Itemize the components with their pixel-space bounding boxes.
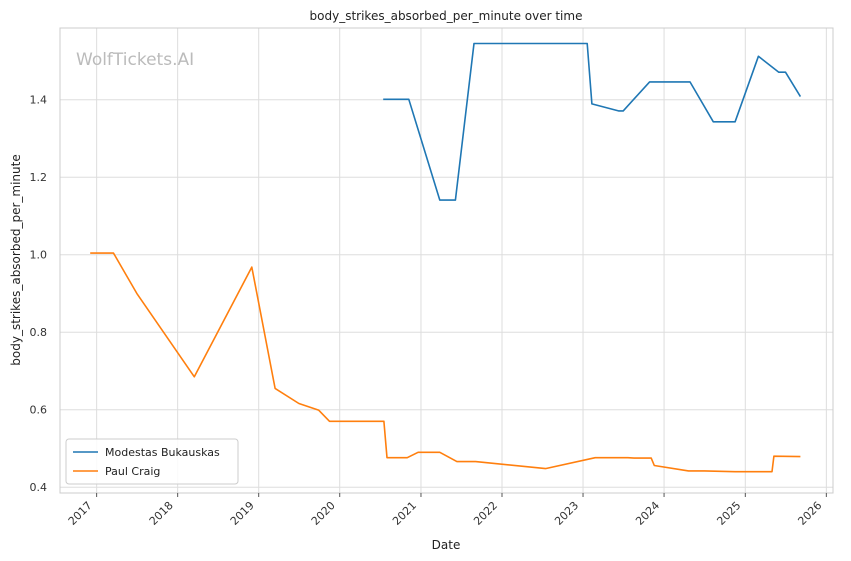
y-tick-label: 0.6 bbox=[30, 404, 48, 417]
x-tick-label: 2022 bbox=[471, 499, 500, 528]
x-tick-label: 2020 bbox=[309, 499, 338, 528]
chart-title: body_strikes_absorbed_per_minute over ti… bbox=[310, 9, 583, 23]
x-tick-label: 2026 bbox=[795, 499, 824, 528]
x-tick-label: 2017 bbox=[66, 499, 95, 528]
y-tick-label: 0.8 bbox=[30, 326, 48, 339]
x-axis-ticks: 2017 2018 2019 2020 2021 2022 2023 2024 2025 2026 bbox=[66, 493, 827, 528]
grid bbox=[60, 28, 833, 493]
series-line-paul-craig bbox=[90, 252, 801, 473]
legend: Modestas Bukauskas Paul Craig bbox=[65, 438, 239, 485]
x-tick-label: 2021 bbox=[390, 499, 419, 528]
y-tick-label: 1.0 bbox=[30, 249, 48, 262]
y-axis-label: body_strikes_absorbed_per_minute bbox=[9, 154, 23, 365]
x-tick-label: 2023 bbox=[552, 499, 581, 528]
x-axis-label: Date bbox=[432, 538, 461, 552]
x-tick-label: 2024 bbox=[633, 499, 662, 528]
legend-label-paul: Paul Craig bbox=[105, 465, 160, 478]
y-tick-label: 0.4 bbox=[30, 481, 48, 494]
y-tick-label: 1.4 bbox=[30, 94, 48, 107]
y-tick-label: 1.2 bbox=[30, 171, 48, 184]
x-tick-label: 2025 bbox=[714, 499, 743, 528]
plot-frame bbox=[59, 27, 834, 494]
series-lines bbox=[90, 42, 802, 473]
y-axis-ticks: 0.4 0.6 0.8 1.0 1.2 1.4 bbox=[30, 94, 48, 495]
legend-box bbox=[65, 438, 239, 485]
series-line-modestas-bukauskas bbox=[383, 42, 802, 201]
x-tick-label: 2019 bbox=[228, 499, 257, 528]
legend-label-modestas: Modestas Bukauskas bbox=[105, 446, 220, 459]
x-tick-label: 2018 bbox=[147, 499, 176, 528]
watermark: WolfTickets.AI bbox=[76, 50, 194, 70]
